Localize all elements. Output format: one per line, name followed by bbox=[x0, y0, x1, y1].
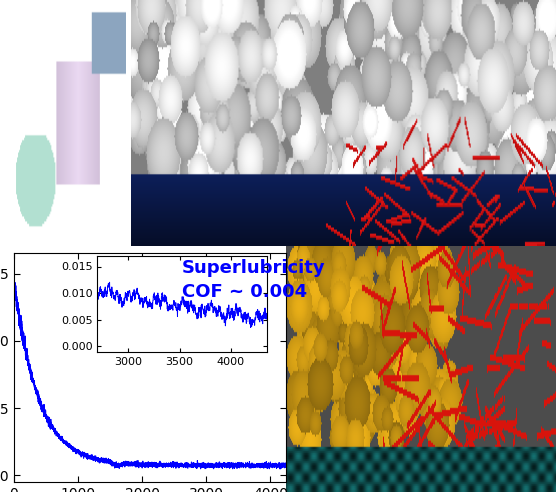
Text: Superlubricity: Superlubricity bbox=[182, 259, 326, 277]
Text: COF ~ 0.004: COF ~ 0.004 bbox=[182, 283, 307, 301]
